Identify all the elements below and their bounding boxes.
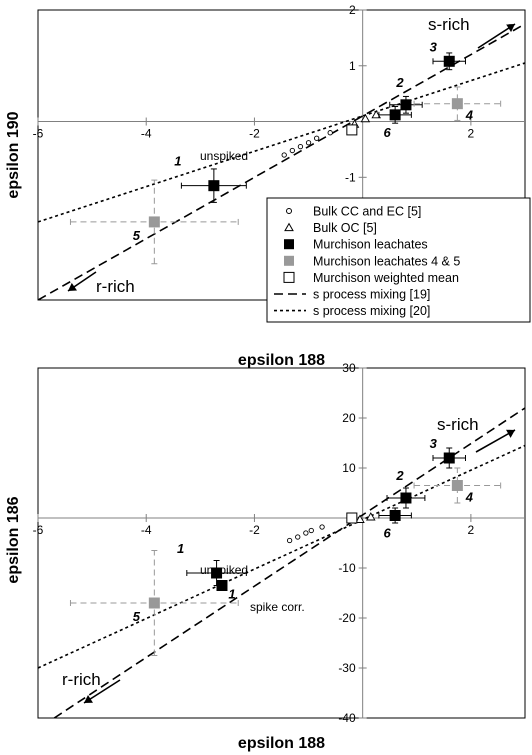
- leachate-4-5-point: [451, 98, 463, 110]
- point-label: 1: [174, 154, 181, 169]
- point-label: 5: [133, 609, 141, 624]
- x-axis-label: epsilon 188: [238, 352, 325, 369]
- leachate-point: [389, 510, 401, 521]
- leachate-point: [443, 55, 455, 67]
- x-tick-label: 2: [468, 127, 475, 141]
- r-rich-label: r-rich: [96, 277, 135, 296]
- s-rich-arrow-head: [506, 24, 515, 33]
- y-tick-label: -30: [338, 661, 356, 675]
- y-tick-label: 1: [349, 59, 356, 73]
- legend-symbol-black-square: [284, 239, 294, 250]
- bulk-cc-ec-point: [286, 537, 293, 544]
- plot-frame: [37, 367, 526, 719]
- leachate-point: [400, 492, 412, 504]
- leachate-point: [211, 567, 223, 579]
- point-label: 3: [430, 436, 438, 451]
- bulk-oc-point: [371, 109, 381, 119]
- r-rich-arrow-head: [68, 282, 77, 291]
- y-axis-label: epsilon 186: [5, 496, 22, 583]
- legend: Bulk CC and EC [5] Bulk OC [5] Murchison l…: [266, 197, 531, 323]
- bulk-oc-point: [366, 512, 376, 521]
- unspiked-label: unspiked: [200, 149, 248, 163]
- legend-label: Murchison leachates 4 & 5: [313, 254, 460, 268]
- bulk-cc-ec-point: [314, 135, 320, 141]
- point-label: 6: [384, 526, 392, 541]
- legend-symbol-open-square: [283, 271, 295, 283]
- y-tick-label: -1: [345, 170, 356, 184]
- bulk-cc-ec-point: [295, 534, 301, 540]
- x-tick-label: -2: [249, 523, 260, 537]
- mixing-lines: [38, 23, 525, 300]
- point-label: 5: [133, 228, 141, 243]
- point-label: 6: [384, 125, 392, 140]
- mixing-line: [38, 23, 525, 300]
- y-tick-label: -40: [338, 711, 356, 725]
- leachate-point: [216, 580, 228, 591]
- chart-2: -6 -4 -2 2 30 20 10 -10 -20 -30 -40 epsilon 188 epsi…: [5, 361, 526, 752]
- leachate-4-5-point: [148, 597, 160, 609]
- leachate-point: [443, 452, 455, 464]
- leachate-point: [208, 180, 220, 192]
- legend-label: s process mixing [19]: [313, 288, 430, 302]
- legend-box: [266, 197, 531, 323]
- s-rich-arrow-head: [506, 429, 515, 438]
- leachate-point: [389, 109, 401, 121]
- bulk-oc-point: [355, 514, 365, 523]
- x-tick-label: -2: [249, 127, 260, 141]
- y-axis-label: epsilon 190: [5, 111, 22, 198]
- bulk-cc-ec-point: [305, 140, 312, 146]
- bulk-oc-point: [360, 113, 371, 123]
- y-tick-label: -10: [338, 561, 356, 575]
- bulk-cc-ec-point: [308, 527, 314, 534]
- s-rich-label: s-rich: [437, 415, 479, 434]
- r-rich-label: r-rich: [62, 670, 101, 689]
- leachate-4-5-point: [451, 480, 463, 491]
- legend-label: Bulk OC [5]: [313, 221, 377, 235]
- bulk-cc-ec-point: [281, 152, 287, 158]
- y-tick-label: 30: [342, 361, 356, 375]
- y-tick-label: 20: [342, 411, 356, 425]
- legend-label: Murchison weighted mean: [313, 271, 459, 285]
- legend-symbol-circle: [286, 208, 292, 214]
- x-tick-label: -6: [33, 523, 44, 537]
- point-label: 4: [465, 490, 474, 505]
- x-tick-label: -4: [141, 127, 152, 141]
- leachate-point: [400, 99, 412, 111]
- x-tick-label: -6: [33, 127, 44, 141]
- legend-label: Murchison leachates: [313, 238, 428, 252]
- legend-label: s process mixing [20]: [313, 304, 430, 318]
- point-label: 3: [430, 39, 438, 54]
- y-tick-label: 2: [349, 3, 356, 17]
- point-label: 1: [177, 541, 184, 556]
- unspiked-label: unspiked: [200, 563, 248, 577]
- s-rich-label: s-rich: [428, 15, 470, 34]
- mixing-line: [38, 62, 525, 223]
- leachate-4-5-point: [148, 216, 160, 228]
- bulk-cc-ec-point: [303, 530, 309, 536]
- weighted-mean-point: [346, 512, 358, 524]
- x-tick-label: -4: [141, 523, 152, 537]
- x-axis-label: epsilon 188: [238, 735, 325, 752]
- weighted-mean-point: [346, 124, 358, 136]
- r-rich-arrow-head: [84, 694, 93, 703]
- bulk-cc-ec-point: [327, 130, 333, 136]
- point-label: 2: [395, 75, 404, 90]
- bulk-cc-ec-point: [319, 524, 325, 530]
- point-label: 1: [228, 587, 235, 602]
- y-tick-label: 10: [342, 461, 356, 475]
- y-tick-label: -20: [338, 611, 356, 625]
- legend-symbol-gray-square: [284, 255, 294, 266]
- spike-corr-label: spike corr.: [250, 600, 305, 614]
- bulk-cc-ec-point: [297, 143, 304, 150]
- point-label: 2: [395, 468, 404, 483]
- legend-symbol-triangle: [284, 222, 294, 232]
- x-tick-label: 2: [468, 523, 475, 537]
- legend-label: Bulk CC and EC [5]: [313, 205, 421, 219]
- point-label: 4: [465, 108, 474, 123]
- bulk-cc-ec-point: [289, 147, 295, 154]
- mixing-line: [38, 444, 525, 669]
